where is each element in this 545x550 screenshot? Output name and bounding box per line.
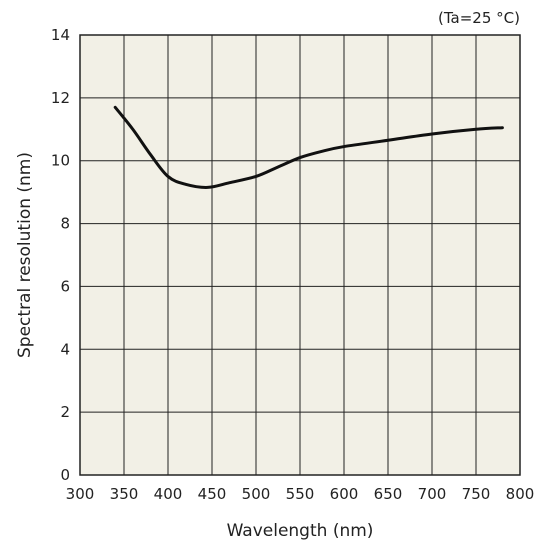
x-tick-label: 750	[462, 485, 491, 503]
x-tick-label: 450	[198, 485, 227, 503]
y-tick-label: 0	[60, 466, 70, 484]
x-axis-ticks: 300 350 400 450 500 550 600 650 700 750 800	[66, 485, 535, 503]
y-tick-label: 8	[60, 215, 70, 233]
y-axis-label: Spectral resolution (nm)	[15, 152, 35, 358]
series-line	[113, 105, 504, 189]
x-tick-label: 650	[374, 485, 403, 503]
x-tick-label: 800	[506, 485, 535, 503]
x-tick-label: 350	[110, 485, 139, 503]
y-axis-ticks: 0 2 4 6 8 10 12 14	[51, 26, 70, 484]
x-tick-label: 700	[418, 485, 447, 503]
x-axis-label: Wavelength (nm)	[227, 521, 374, 541]
y-tick-label: 6	[60, 277, 70, 295]
y-tick-label: 14	[51, 26, 70, 44]
plot-frame	[79, 34, 521, 476]
y-tick-label: 2	[60, 403, 70, 421]
y-tick-label: 4	[60, 340, 70, 358]
x-tick-label: 500	[242, 485, 271, 503]
x-tick-label: 400	[154, 485, 183, 503]
y-tick-label: 12	[51, 89, 70, 107]
temperature-note: (Ta=25 °C)	[438, 9, 520, 27]
x-tick-label: 600	[330, 485, 359, 503]
y-tick-label: 10	[51, 152, 70, 170]
x-tick-label: 550	[286, 485, 315, 503]
x-tick-label: 300	[66, 485, 95, 503]
